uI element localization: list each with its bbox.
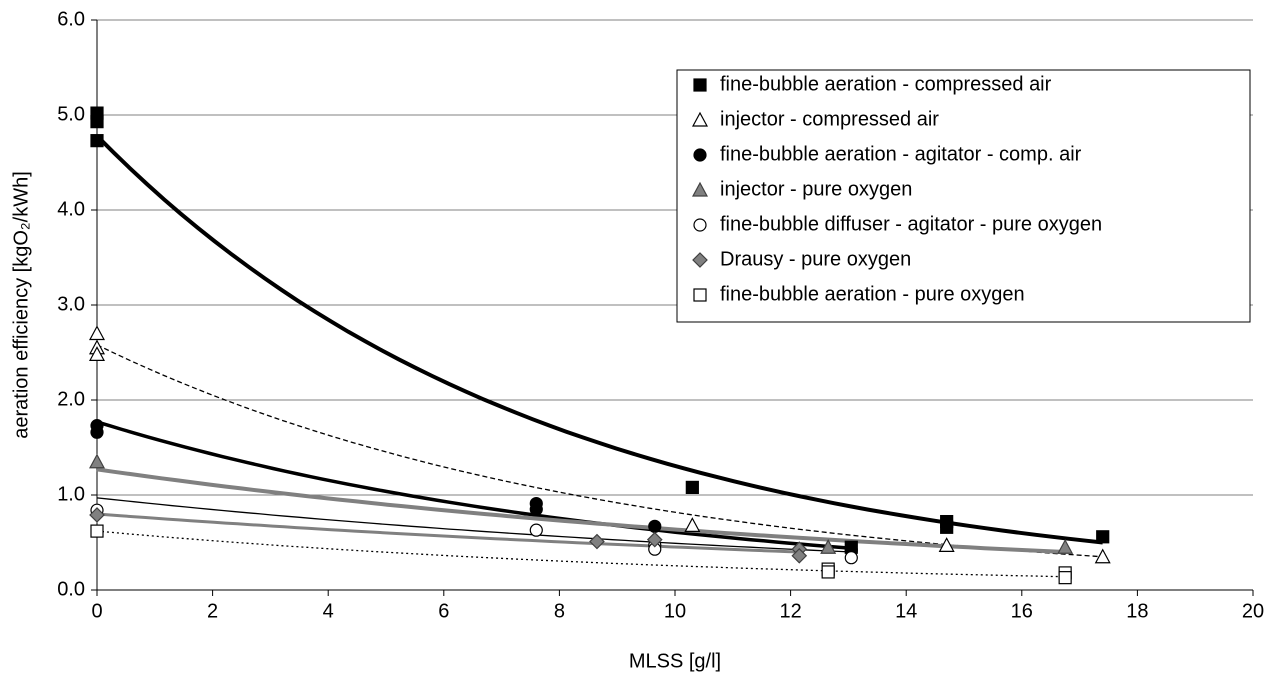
marker	[1094, 548, 1111, 564]
marker	[692, 252, 708, 268]
marker	[791, 547, 808, 564]
trend-line	[96, 512, 800, 554]
y-tick-label: 4.0	[57, 198, 85, 220]
y-tick-label: 0.0	[57, 578, 85, 600]
marker	[693, 288, 707, 302]
trend-line	[96, 420, 852, 550]
trend-line	[96, 530, 1066, 578]
marker	[648, 519, 662, 533]
marker	[693, 78, 707, 92]
x-tick-label: 18	[1126, 600, 1148, 622]
legend-label: fine-bubble aeration - pure oxygen	[720, 283, 1025, 305]
y-axis-label: aeration efficiency [kgO₂/kWh]	[10, 171, 32, 439]
x-tick-label: 12	[779, 600, 801, 622]
y-tick-label: 5.0	[57, 103, 85, 125]
marker	[684, 517, 701, 533]
marker	[90, 134, 104, 148]
y-tick-label: 1.0	[57, 483, 85, 505]
marker	[821, 565, 835, 579]
marker	[90, 115, 104, 129]
marker	[90, 524, 104, 538]
marker	[529, 502, 543, 516]
legend-box	[676, 69, 1251, 323]
x-tick-label: 14	[895, 600, 917, 622]
legend-label: fine-bubble aeration - agitator - comp. …	[720, 143, 1082, 165]
marker	[88, 346, 106, 361]
marker	[1057, 538, 1074, 554]
legend-label: Drausy - pure oxygen	[720, 248, 911, 270]
x-tick-label: 2	[207, 600, 218, 622]
marker	[90, 425, 104, 439]
marker	[646, 531, 663, 548]
marker	[1058, 571, 1072, 585]
marker	[691, 111, 709, 127]
trend-line	[95, 134, 1103, 545]
x-tick-label: 16	[1011, 600, 1033, 622]
marker	[940, 520, 954, 534]
y-tick-label: 2.0	[57, 388, 85, 410]
marker	[589, 533, 605, 550]
trend-line	[96, 497, 852, 553]
x-tick-label: 20	[1242, 600, 1264, 622]
y-tick-label: 6.0	[57, 8, 85, 30]
marker	[1096, 530, 1110, 544]
legend-label: fine-bubble diffuser - agitator - pure o…	[720, 213, 1102, 235]
marker	[693, 148, 707, 162]
x-tick-label: 4	[323, 600, 334, 622]
marker	[820, 538, 837, 554]
marker	[88, 453, 106, 469]
legend: fine-bubble aeration - compressed air inj…	[676, 69, 1251, 323]
y-tick-label: 3.0	[57, 293, 85, 315]
marker	[89, 507, 105, 523]
marker	[529, 523, 543, 537]
marker	[88, 325, 106, 341]
marker	[938, 537, 955, 552]
x-tick-label: 8	[554, 600, 565, 622]
x-axis-label: MLSS [g/l]	[629, 650, 721, 672]
legend-label: fine-bubble aeration - compressed air	[720, 73, 1052, 95]
legend-label: injector - pure oxygen	[720, 178, 912, 200]
x-tick-label: 0	[91, 600, 102, 622]
marker	[685, 480, 699, 494]
trend-line	[96, 344, 1103, 558]
trend-line	[96, 467, 1066, 554]
x-tick-label: 6	[438, 600, 449, 622]
marker	[844, 551, 858, 565]
x-tick-label: 10	[664, 600, 686, 622]
legend-label: injector - compressed air	[720, 108, 939, 130]
marker	[693, 218, 707, 232]
marker	[691, 181, 709, 197]
